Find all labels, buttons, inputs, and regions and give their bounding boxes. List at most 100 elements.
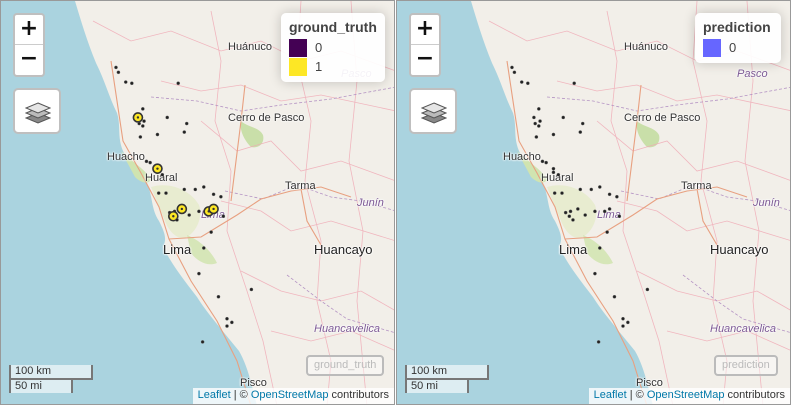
point-prediction-0[interactable] — [534, 135, 539, 139]
point-prediction-0[interactable] — [583, 213, 587, 217]
point-ground-truth-0[interactable] — [184, 121, 189, 126]
point-prediction-0[interactable] — [556, 172, 561, 177]
point-ground-truth-0[interactable] — [197, 271, 201, 276]
zoom-out-button[interactable]: − — [415, 46, 435, 71]
point-prediction-0[interactable] — [593, 271, 597, 276]
point-ground-truth-0[interactable] — [130, 81, 134, 86]
point-ground-truth-0[interactable] — [216, 294, 221, 299]
point-ground-truth-0[interactable] — [197, 209, 201, 214]
point-prediction-0[interactable] — [551, 170, 556, 175]
place-lima-city: Lima — [163, 242, 192, 257]
point-ground-truth-0[interactable] — [141, 107, 145, 111]
point-ground-truth-0[interactable] — [142, 119, 146, 123]
point-prediction-0[interactable] — [526, 81, 530, 86]
point-prediction-0[interactable] — [596, 340, 601, 344]
osm-link[interactable]: OpenStreetMap — [250, 389, 329, 401]
point-ground-truth-0[interactable] — [182, 187, 187, 192]
osm-link[interactable]: OpenStreetMap — [646, 389, 725, 401]
point-prediction-0[interactable] — [576, 207, 580, 211]
point-prediction-0[interactable] — [563, 210, 568, 215]
zoom-in-button[interactable]: + — [15, 15, 43, 45]
point-ground-truth-0[interactable] — [164, 191, 168, 195]
point-prediction-0[interactable] — [605, 230, 609, 234]
point-ground-truth-0[interactable] — [193, 187, 198, 192]
point-prediction-0[interactable] — [540, 159, 545, 164]
leaflet-link[interactable]: Leaflet — [593, 389, 627, 401]
point-prediction-0[interactable] — [626, 320, 630, 325]
point-prediction-0[interactable] — [571, 218, 575, 222]
point-ground-truth-0[interactable] — [114, 65, 118, 70]
point-prediction-0[interactable] — [645, 287, 650, 292]
point-prediction-0[interactable] — [615, 194, 619, 199]
point-prediction-0[interactable] — [510, 65, 514, 70]
point-ground-truth-0[interactable] — [209, 230, 213, 234]
right-map-panel[interactable]: Huánuco Pasco Cerro de Pasco Huacho Huar… — [396, 0, 791, 405]
point-ground-truth-0[interactable] — [165, 115, 170, 120]
point-prediction-0[interactable] — [621, 316, 625, 321]
point-prediction-0[interactable] — [537, 107, 541, 111]
point-ground-truth-0[interactable] — [187, 213, 191, 217]
point-ground-truth-0[interactable] — [116, 70, 121, 75]
leaflet-link[interactable]: Leaflet — [197, 389, 231, 401]
point-ground-truth-0[interactable] — [225, 324, 229, 328]
point-ground-truth-0[interactable] — [156, 191, 161, 195]
point-ground-truth-0[interactable] — [219, 194, 223, 199]
point-ground-truth-0[interactable] — [155, 132, 160, 137]
point-prediction-0[interactable] — [621, 324, 625, 328]
point-ground-truth-0[interactable] — [160, 172, 165, 177]
point-prediction-0[interactable] — [519, 80, 524, 84]
place-junin-region: Junín — [357, 197, 384, 209]
left-map-panel[interactable]: Huánuco Pasco Cerro de Pasco Huacho Huar… — [0, 0, 395, 405]
legend-title: prediction — [703, 19, 771, 35]
point-prediction-0[interactable] — [578, 187, 583, 192]
point-prediction-0[interactable] — [551, 132, 556, 137]
point-prediction-0[interactable] — [567, 214, 572, 219]
point-prediction-0[interactable] — [602, 209, 607, 214]
zoom-out-button[interactable]: − — [19, 46, 39, 71]
point-prediction-0[interactable] — [598, 246, 602, 250]
point-prediction-0[interactable] — [560, 191, 564, 195]
point-prediction-0[interactable] — [538, 119, 542, 123]
point-prediction-0[interactable] — [580, 121, 585, 126]
point-prediction-0[interactable] — [578, 130, 583, 134]
point-ground-truth-0[interactable] — [182, 130, 187, 134]
point-ground-truth-0[interactable] — [123, 80, 128, 84]
point-prediction-0[interactable] — [593, 209, 597, 214]
point-ground-truth-0[interactable] — [211, 192, 216, 197]
point-prediction-0[interactable] — [552, 191, 557, 195]
layers-control-button[interactable] — [13, 88, 61, 134]
layers-control-button[interactable] — [409, 88, 457, 134]
point-ground-truth-0[interactable] — [221, 214, 226, 219]
point-prediction-0[interactable] — [612, 294, 617, 299]
point-ground-truth-0[interactable] — [202, 246, 206, 250]
point-prediction-0[interactable] — [537, 124, 541, 128]
point-ground-truth-0[interactable] — [202, 185, 206, 189]
point-prediction-0[interactable] — [568, 209, 573, 214]
point-ground-truth-0[interactable] — [175, 218, 179, 222]
point-ground-truth-0[interactable] — [148, 160, 152, 165]
point-ground-truth-0[interactable] — [144, 159, 149, 164]
point-ground-truth-0[interactable] — [249, 287, 254, 292]
point-ground-truth-0[interactable] — [225, 316, 229, 321]
point-ground-truth-0[interactable] — [230, 320, 234, 325]
point-prediction-0[interactable] — [561, 115, 566, 120]
zoom-in-button[interactable]: + — [411, 15, 439, 45]
point-prediction-0[interactable] — [607, 207, 612, 211]
point-prediction-0[interactable] — [532, 115, 536, 120]
point-ground-truth-0[interactable] — [141, 124, 145, 128]
point-prediction-0[interactable] — [544, 160, 548, 165]
point-prediction-0[interactable] — [512, 70, 517, 75]
point-prediction-0[interactable] — [533, 121, 537, 126]
point-prediction-0[interactable] — [617, 214, 622, 219]
point-prediction-0[interactable] — [607, 192, 612, 197]
point-ground-truth-0[interactable] — [138, 135, 143, 139]
point-prediction-0[interactable] — [572, 81, 576, 86]
layers-icon — [421, 102, 447, 124]
point-ground-truth-0[interactable] — [137, 121, 141, 126]
point-ground-truth-0[interactable] — [200, 340, 205, 344]
point-prediction-0[interactable] — [551, 166, 556, 171]
point-ground-truth-0[interactable] — [176, 81, 180, 86]
point-prediction-0[interactable] — [598, 185, 602, 189]
point-prediction-0[interactable] — [589, 187, 594, 192]
place-huanuco: Huánuco — [228, 41, 273, 53]
